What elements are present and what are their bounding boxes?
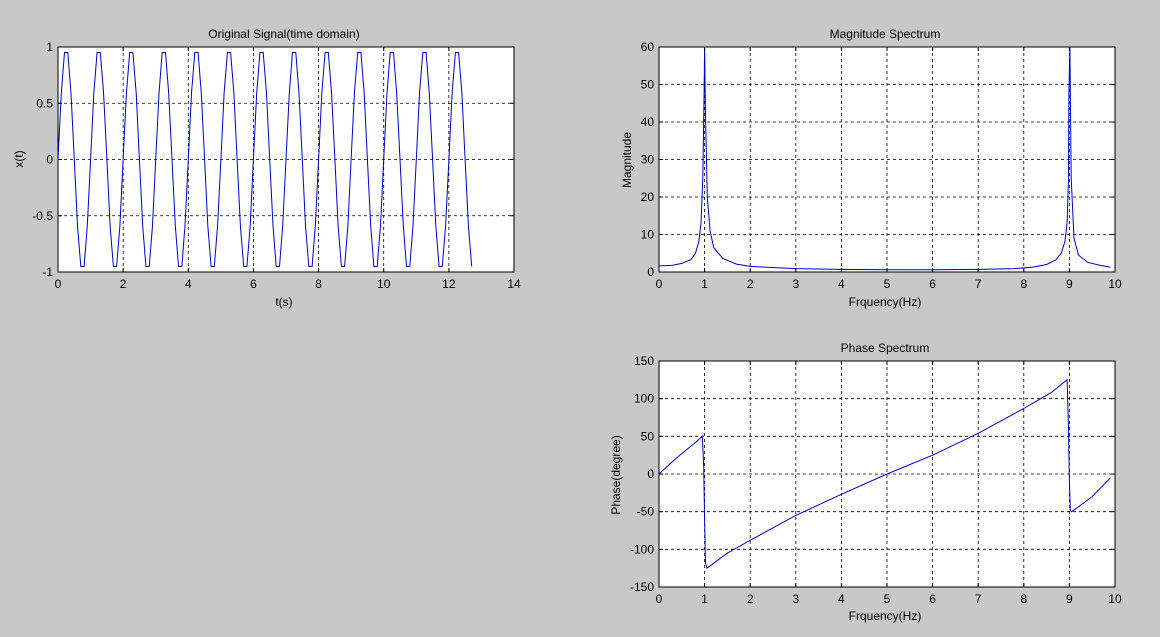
time-plot-title: Original Signal(time domain): [208, 27, 359, 41]
phase-xtick-label: 5: [884, 592, 891, 606]
magnitude-ytick-label: 60: [641, 40, 655, 54]
phase-xtick-label: 0: [656, 592, 663, 606]
phase-plot-xlabel: Frquency(Hz): [849, 609, 922, 623]
phase-ytick-label: -150: [630, 580, 654, 594]
magnitude-ytick-label: 10: [641, 228, 655, 242]
phase-ytick-label: -50: [637, 505, 655, 519]
phase-xtick-label: 4: [838, 592, 845, 606]
phase-xtick-label: 1: [701, 592, 708, 606]
phase-xtick-label: 10: [1108, 592, 1122, 606]
phase-ytick-label: -100: [630, 542, 654, 556]
magnitude-xtick-label: 3: [792, 277, 799, 291]
time-signal-plot: 0 2 4 6 8 10 12 14 -1 -0.5 0 0.5 1 Original Signal(t…: [12, 27, 521, 309]
phase-plot-title: Phase Spectrum: [841, 341, 930, 355]
phase-ytick-label: 100: [634, 392, 654, 406]
time-ytick-label: -1: [42, 265, 53, 279]
magnitude-xtick-label: 10: [1108, 277, 1122, 291]
magnitude-xtick-label: 7: [975, 277, 982, 291]
phase-xtick-label: 8: [1020, 592, 1027, 606]
magnitude-ytick-label: 30: [641, 153, 655, 167]
magnitude-ytick-label: 0: [647, 265, 654, 279]
magnitude-xtick-label: 9: [1066, 277, 1073, 291]
phase-ytick-label: 0: [647, 467, 654, 481]
time-xtick-label: 10: [377, 277, 391, 291]
time-xtick-label: 6: [250, 277, 257, 291]
magnitude-xtick-label: 0: [656, 277, 663, 291]
time-xtick-label: 8: [315, 277, 322, 291]
magnitude-series-line: [658, 46, 1111, 271]
time-plot-ylabel: x(t): [12, 150, 26, 167]
phase-series-line: [658, 378, 1111, 570]
phase-spectrum-plot: 0 1 2 3 4 5 6 7 8 9 10 -150 -100 -50 0 50 100 150 Phase S…: [609, 341, 1122, 623]
magnitude-ytick-label: 40: [641, 115, 655, 129]
magnitude-xtick-label: 8: [1020, 277, 1027, 291]
magnitude-xtick-label: 6: [929, 277, 936, 291]
phase-ytick-label: 150: [634, 354, 654, 368]
magnitude-spectrum-plot: 0 1 2 3 4 5 6 7 8 9 10 0 10 20 30 40 50 60 Magnitude Spec…: [620, 27, 1122, 309]
phase-xtick-label: 6: [929, 592, 936, 606]
phase-plot-ylabel: Phase(degree): [609, 435, 623, 514]
phase-xtick-label: 9: [1066, 592, 1073, 606]
phase-xtick-label: 7: [975, 592, 982, 606]
time-xtick-label: 14: [507, 277, 521, 291]
magnitude-plot-ylabel: Magnitude: [620, 132, 634, 188]
phase-ytick-label: 50: [641, 429, 655, 443]
time-ytick-label: 0.5: [36, 96, 53, 110]
magnitude-ytick-label: 20: [641, 190, 655, 204]
magnitude-xtick-label: 4: [838, 277, 845, 291]
time-ytick-label: -0.5: [32, 209, 53, 223]
time-xtick-label: 0: [55, 277, 62, 291]
time-xtick-label: 2: [120, 277, 127, 291]
time-ytick-label: 0: [46, 153, 53, 167]
magnitude-ytick-label: 50: [641, 78, 655, 92]
time-series-line: [57, 52, 473, 267]
magnitude-xtick-label: 2: [747, 277, 754, 291]
time-xtick-label: 4: [185, 277, 192, 291]
time-xtick-label: 12: [442, 277, 456, 291]
time-ytick-label: 1: [46, 40, 53, 54]
magnitude-xtick-label: 5: [884, 277, 891, 291]
magnitude-plot-xlabel: Frquency(Hz): [849, 295, 922, 309]
magnitude-plot-title: Magnitude Spectrum: [830, 27, 941, 41]
phase-xtick-label: 3: [792, 592, 799, 606]
phase-xtick-label: 2: [747, 592, 754, 606]
magnitude-xtick-label: 1: [701, 277, 708, 291]
time-plot-xlabel: t(s): [275, 295, 292, 309]
